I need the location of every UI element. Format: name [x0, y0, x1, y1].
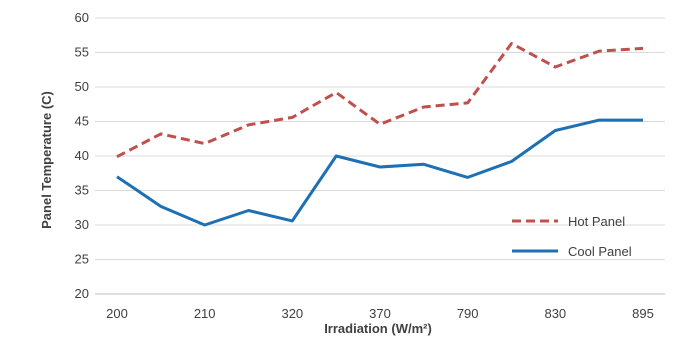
y-tick-label: 25: [75, 252, 89, 267]
x-tick-label: 790: [457, 306, 479, 321]
x-tick-label: 200: [106, 306, 128, 321]
series-lines: [116, 42, 644, 227]
y-tick-label: 50: [75, 79, 89, 94]
y-tick-label: 55: [75, 45, 89, 60]
x-tick-label: 895: [632, 306, 654, 321]
y-tick-label: 45: [75, 114, 89, 129]
y-axis-title: Panel Temperature (C): [39, 91, 54, 229]
x-axis-title: Irradiation (W/m²): [324, 321, 432, 336]
x-tick-label: 320: [281, 306, 303, 321]
y-tick-label: 35: [75, 183, 89, 198]
series-line-hot-panel: [116, 42, 644, 159]
y-tick-label: 30: [75, 217, 89, 232]
series-line-cool-panel: [116, 118, 643, 227]
axes: 20 25 30 35 40 45 50 55 60 200 210 320 370 790 830 895: [75, 10, 665, 321]
x-tick-label: 210: [194, 306, 216, 321]
x-tick-label: 370: [369, 306, 391, 321]
y-tick-label: 60: [75, 10, 89, 25]
y-tick-label: 40: [75, 148, 89, 163]
legend-label: Cool Panel: [568, 244, 632, 259]
gridlines: [95, 17, 665, 295]
legend-label: Hot Panel: [568, 214, 625, 229]
y-tick-label: 20: [75, 286, 89, 301]
legend: Hot Panel Cool Panel: [512, 214, 632, 259]
x-tick-label: 830: [544, 306, 566, 321]
